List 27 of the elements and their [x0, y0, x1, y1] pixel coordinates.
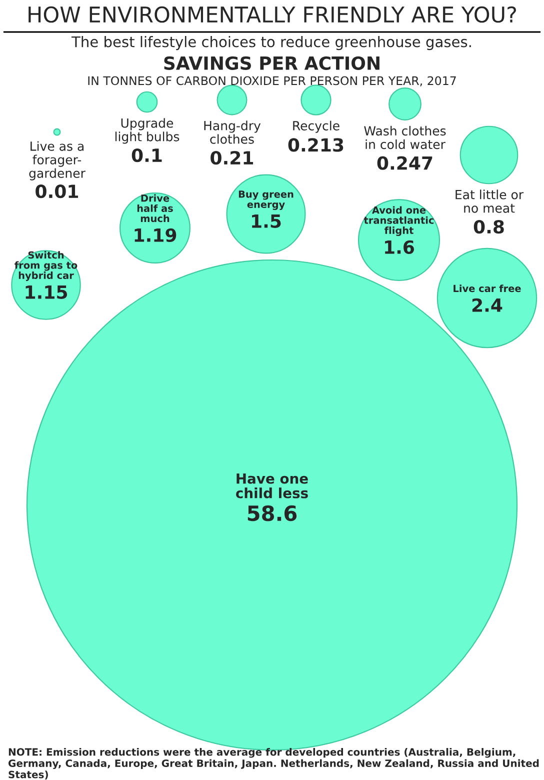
- data-label: 58.6: [248, 505, 297, 522]
- data-label: 1.19: [134, 228, 176, 242]
- data-label: 0.01: [36, 184, 78, 198]
- data-label: 0.21: [210, 150, 254, 165]
- text: SAVINGS PER ACTION: [164, 56, 380, 70]
- category-label: Wash clothes in cold water: [364, 126, 446, 150]
- category-label: Hang-dry clothes: [204, 120, 261, 144]
- category-label: Avoid one transatlantic flight: [364, 206, 434, 236]
- text: IN TONNES OF CARBON DIOXIDE PER PERSON PER YEAR, 2017: [88, 76, 456, 86]
- category-label: Buy green energy: [238, 190, 294, 210]
- data-label: 2.4: [472, 298, 502, 312]
- category-label: Live as a forager- gardener: [29, 141, 86, 180]
- text: The best lifestyle choices to reduce greenhouse gases.: [71, 36, 471, 50]
- data-label: 0.213: [288, 138, 344, 152]
- category-label: Have one child less: [236, 473, 308, 498]
- category-label: Recycle: [293, 120, 340, 133]
- data-label: 1.6: [385, 240, 414, 254]
- category-label: Eat little or no meat: [456, 190, 524, 213]
- category-label: Drive half as much: [137, 194, 173, 222]
- category-label: Upgrade light bulbs: [115, 118, 180, 144]
- data-label: 0.8: [474, 220, 504, 234]
- text: HOW ENVIRONMENTALLY FRIENDLY ARE YOU?: [28, 6, 516, 23]
- data-label: 1.15: [26, 286, 68, 299]
- category-label: Live car free: [454, 284, 521, 292]
- data-label: 0.247: [377, 156, 432, 170]
- data-label: 0.1: [132, 148, 162, 162]
- data-label: 1.5: [252, 214, 281, 228]
